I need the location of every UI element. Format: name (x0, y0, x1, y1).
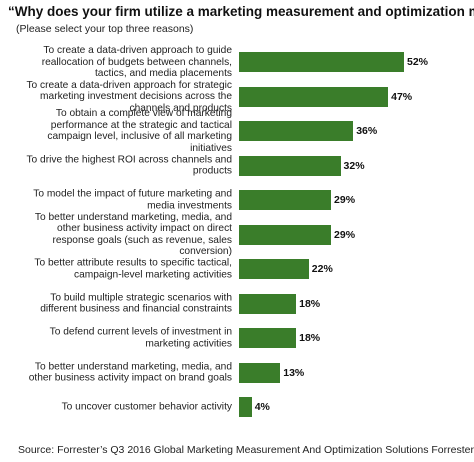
category-label: To create a data-driven approach for str… (26, 79, 232, 114)
bar (239, 121, 354, 141)
category-label: To model the impact of future marketing … (33, 188, 232, 212)
bar (239, 86, 389, 107)
category-label: To build multiple strategic scenarios wi… (40, 292, 232, 315)
value-label: 13% (283, 366, 305, 379)
value-label: 18% (299, 297, 321, 310)
value-label: 4% (254, 401, 270, 413)
category-label: To obtain a complete view of marketing p… (47, 108, 232, 154)
value-label: 18% (299, 332, 321, 344)
category-label: To better attribute results to specific … (34, 257, 232, 281)
bar (239, 155, 341, 176)
chart-subtitle: (Please select your top three reasons) (16, 23, 194, 35)
category-label: To drive the highest ROI across channels… (26, 154, 232, 177)
bar (239, 397, 252, 417)
bar (239, 224, 332, 245)
value-label: 29% (334, 228, 356, 241)
value-label: 52% (407, 56, 429, 68)
value-label: 29% (334, 194, 356, 206)
chart-title: “Why does your firm utilize a marketing … (8, 4, 474, 19)
category-label: To better understand marketing, media, a… (28, 361, 232, 384)
bar (239, 328, 297, 348)
value-label: 32% (343, 159, 365, 172)
category-label: To better understand marketing, media, a… (34, 211, 232, 258)
bar (239, 293, 297, 314)
source-note: Source: Forrester’s Q3 2016 Global Marke… (18, 444, 474, 456)
bar (239, 52, 404, 72)
bar (239, 259, 309, 279)
category-label: To create a data-driven approach to guid… (41, 44, 232, 79)
bar (239, 190, 332, 210)
value-label: 22% (311, 263, 333, 275)
value-label: 47% (391, 90, 413, 103)
category-label: To uncover customer behavior activity (61, 401, 232, 413)
bar (239, 362, 281, 383)
category-label: To defend current levels of investment i… (49, 326, 232, 350)
value-label: 36% (356, 125, 378, 137)
